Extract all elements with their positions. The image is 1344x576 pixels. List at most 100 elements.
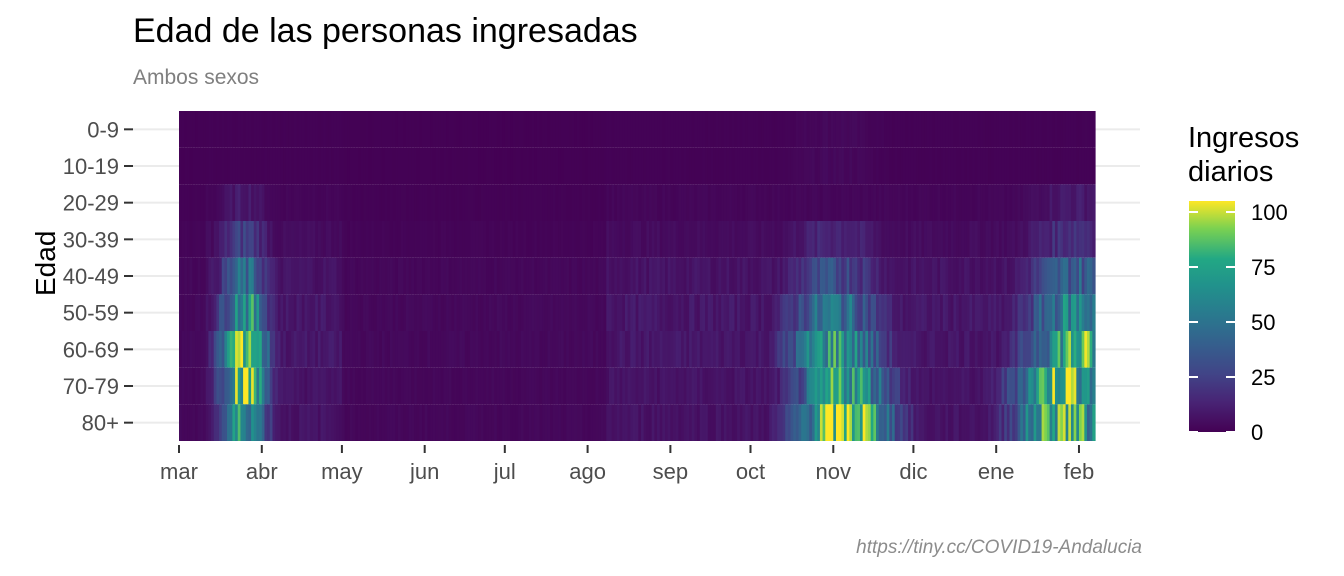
heatmap-cell <box>833 184 837 221</box>
heatmap-cell <box>381 147 386 185</box>
heatmap-cell <box>945 147 949 185</box>
heatmap-cell <box>459 111 463 148</box>
heatmap-cell <box>261 367 266 405</box>
heatmap-cell <box>344 367 348 405</box>
heatmap-cell <box>1068 111 1072 148</box>
heatmap-cell <box>681 221 685 258</box>
heatmap-cell <box>600 257 605 295</box>
heatmap-cell <box>352 404 356 441</box>
heatmap-cell <box>651 147 655 185</box>
heatmap-cell <box>331 184 335 221</box>
heatmap-cell <box>579 147 583 185</box>
heatmap-cell <box>905 257 909 295</box>
heatmap-cell <box>381 404 386 441</box>
heatmap-cell <box>662 294 666 331</box>
x-tick-label-oct: oct <box>736 459 765 484</box>
heatmap-cell <box>683 404 687 441</box>
heatmap-cell <box>325 147 330 185</box>
heatmap-cell <box>443 367 447 405</box>
heatmap-cell <box>1084 294 1088 331</box>
heatmap-cell <box>523 257 527 295</box>
heatmap-cell <box>381 331 386 368</box>
heatmap-cell <box>486 294 490 331</box>
heatmap-cell <box>475 294 479 331</box>
heatmap-cell <box>998 221 1003 258</box>
heatmap-cell <box>200 111 204 148</box>
heatmap-cell <box>400 257 404 295</box>
heatmap-cell <box>304 184 308 221</box>
heatmap-cell <box>929 184 933 221</box>
heatmap-cell <box>360 147 364 185</box>
heatmap-cell <box>713 147 717 185</box>
heatmap-cell <box>307 294 311 331</box>
heatmap-cell <box>542 331 546 368</box>
heatmap-cell <box>1060 257 1064 295</box>
heatmap-cell <box>686 147 690 185</box>
heatmap-cell <box>993 184 997 221</box>
heatmap-cell <box>406 294 410 331</box>
heatmap-cell <box>830 221 834 258</box>
heatmap-cell <box>707 367 712 405</box>
heatmap-cell <box>908 111 912 148</box>
heatmap-cell <box>259 331 263 368</box>
heatmap-cell <box>913 404 917 441</box>
heatmap-cell <box>993 221 997 258</box>
heatmap-cell <box>251 221 255 258</box>
heatmap-cell <box>179 147 183 185</box>
heatmap-cell <box>547 184 551 221</box>
heatmap-cell <box>277 184 282 221</box>
heatmap-cell <box>814 111 818 148</box>
heatmap-cell <box>868 111 872 148</box>
heatmap-cell <box>400 147 404 185</box>
heatmap-cell <box>849 221 853 258</box>
heatmap-cell <box>576 367 581 405</box>
heatmap-cell <box>219 111 223 148</box>
heatmap-cell <box>723 257 728 295</box>
heatmap-cell <box>953 331 957 368</box>
heatmap-cell <box>502 367 506 405</box>
heatmap-cell <box>443 404 447 441</box>
heatmap-cell <box>747 221 752 258</box>
heatmap-cell <box>854 147 858 185</box>
heatmap-cell <box>200 221 204 258</box>
heatmap-cell <box>277 257 282 295</box>
heatmap-cell <box>550 404 554 441</box>
heatmap-cell <box>689 111 693 148</box>
heatmap-cell <box>349 404 354 441</box>
heatmap-cell <box>638 367 642 405</box>
heatmap-cell <box>771 111 776 148</box>
heatmap-cell <box>937 111 941 148</box>
heatmap-cell <box>998 404 1003 441</box>
heatmap-cell <box>381 184 386 221</box>
heatmap-cell <box>614 404 618 441</box>
heatmap-cell <box>606 404 610 441</box>
heatmap-cell <box>737 367 741 405</box>
heatmap-cell <box>227 404 231 441</box>
heatmap-cell <box>638 147 642 185</box>
heatmap-cell <box>731 221 736 258</box>
heatmap-cell <box>838 221 842 258</box>
heatmap-cell <box>387 404 391 441</box>
heatmap-cell <box>536 184 541 221</box>
heatmap-cell <box>243 111 247 148</box>
heatmap-cell <box>726 111 730 148</box>
heatmap-cell <box>988 294 992 331</box>
heatmap-cell <box>373 111 378 148</box>
heatmap-cell <box>969 331 973 368</box>
heatmap-cell <box>502 184 506 221</box>
heatmap-cell <box>472 294 477 331</box>
heatmap-cell <box>643 147 647 185</box>
heatmap-cell <box>892 221 896 258</box>
heatmap-cell <box>806 257 810 295</box>
heatmap-cell <box>288 367 292 405</box>
heatmap-cell <box>419 184 423 221</box>
heatmap-cell <box>603 111 607 148</box>
heatmap-cell <box>667 184 671 221</box>
heatmap-cell <box>814 294 818 331</box>
heatmap-cell <box>795 367 800 405</box>
heatmap-cell <box>470 257 474 295</box>
heatmap-cell <box>665 404 669 441</box>
heatmap-cell <box>753 184 757 221</box>
heatmap-cell <box>785 294 789 331</box>
heatmap-cell <box>977 331 981 368</box>
